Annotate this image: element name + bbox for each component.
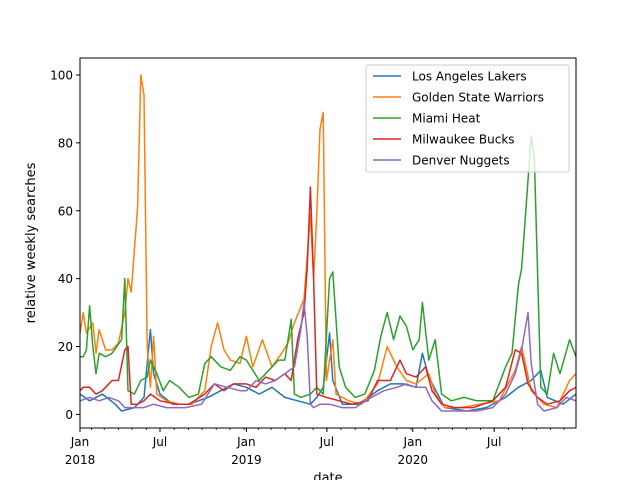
legend-label-2: Miami Heat: [412, 112, 481, 126]
x-tick-label: Jan: [403, 435, 423, 449]
axes-frame: [79, 57, 577, 429]
x-tick-year-label: 2018: [65, 453, 96, 467]
y-tick-label: 60: [58, 204, 73, 218]
x-tick-label: Jan: [70, 435, 90, 449]
series-line-3: [80, 186, 576, 409]
legend-label-3: Milwaukee Bucks: [412, 133, 515, 147]
legend-box: [365, 64, 570, 173]
legend-label-0: Los Angeles Lakers: [412, 70, 527, 84]
x-tick-year-label: 2020: [398, 453, 429, 467]
legend-items: Los Angeles Lakers Golden State Warriors M…: [373, 70, 544, 168]
y-tick-label: 100: [50, 68, 73, 82]
series-layer: [80, 74, 576, 412]
x-axis-label: date: [313, 471, 342, 480]
y-axis-label: relative weekly searches: [24, 162, 39, 323]
x-tick-label: Jul: [486, 435, 501, 449]
series-line-4: [80, 301, 576, 412]
x-tick-label: Jul: [152, 435, 167, 449]
y-tick-label: 40: [58, 272, 73, 286]
legend: Los Angeles Lakers Golden State Warriors M…: [365, 64, 570, 173]
x-axis: Jan 2018 Jul Jan 2019 Jul Jan 2020 Jul: [65, 428, 565, 467]
legend-label-1: Golden State Warriors: [412, 91, 544, 105]
x-tick-label: Jul: [319, 435, 334, 449]
y-tick-label: 0: [65, 408, 73, 422]
x-tick-year-label: 2019: [231, 453, 262, 467]
y-tick-label: 80: [58, 136, 73, 150]
legend-label-4: Denver Nuggets: [412, 154, 510, 168]
y-tick-label: 20: [58, 340, 73, 354]
series-line-2: [80, 135, 576, 402]
y-axis: 0 20 40 60 80 100: [50, 68, 80, 422]
x-tick-label: Jan: [236, 435, 256, 449]
series-line-0: [80, 328, 576, 412]
